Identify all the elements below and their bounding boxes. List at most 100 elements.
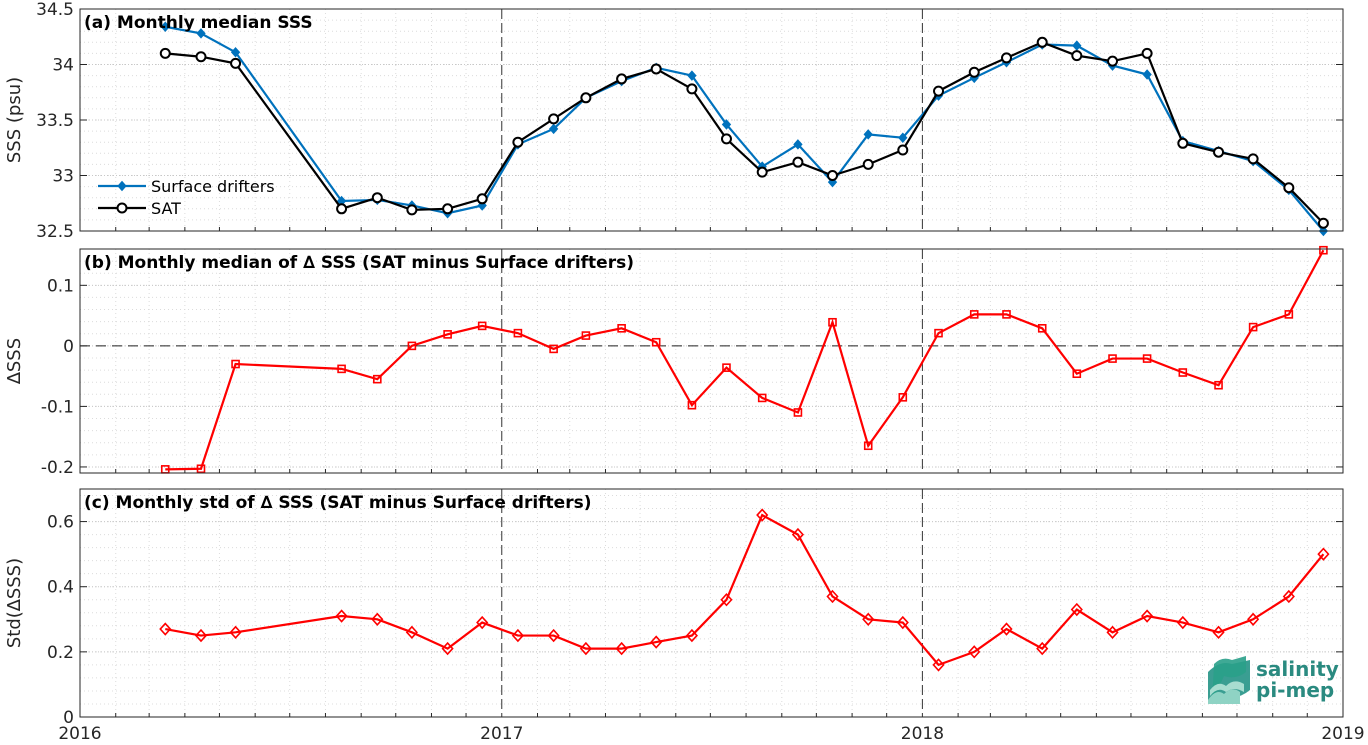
y-tick-label: 33 [52,167,74,187]
data-point [547,628,560,643]
y-tick-label: 34 [52,56,74,76]
y-axis-label: Std(∆SSS) [4,558,25,648]
data-point [196,464,206,474]
data-point [969,310,979,319]
chart-panel-1: 32.5 33 33.5 34 34.5 (a) Monthly median SSS SS… [4,0,1344,242]
data-point [793,408,803,417]
y-tick-label: 0.6 [47,513,74,533]
data-point [579,641,592,656]
legend-swatch-marker [116,202,128,214]
data-point [1142,354,1152,363]
series-3-1 [159,508,1330,672]
data-point [686,83,698,95]
series-2-1 [160,245,1328,474]
data-point [1319,245,1328,255]
data-point [512,136,524,148]
y-axis-label: SSS (psu) [4,77,25,163]
data-point [617,324,626,333]
data-point [650,635,663,649]
data-point [1106,625,1119,640]
series-line [165,41,1325,224]
data-point [687,70,697,81]
data-point [687,400,697,410]
data-point [194,628,208,643]
data-point [229,625,242,640]
data-point [1212,625,1225,640]
data-point [722,363,731,372]
x-tick-label: 2016 [58,724,101,744]
panel-title: (a) Monthly median SSS [84,13,313,33]
chart-panels: 32.5 33 33.5 34 34.5 (a) Monthly median SSS SS… [4,0,1365,744]
y-tick-label: 0.2 [47,643,74,663]
series-line [165,25,1325,232]
data-point [159,622,172,636]
axes-frame [79,248,1344,474]
axes-frame [79,8,1344,232]
data-point [230,47,241,58]
series-line [165,249,1325,471]
data-point [476,615,489,630]
data-point [160,21,170,33]
plot-area [80,489,1343,717]
data-point [968,66,980,78]
data-point [371,192,383,204]
panel-title: (c) Monthly std of ∆ SSS (SAT minus Surf… [84,493,591,513]
data-point [651,337,661,347]
data-point [898,393,908,402]
data-point [1000,622,1013,636]
data-point [721,119,732,130]
y-tick-label: 0.4 [47,578,74,598]
data-point [1282,589,1295,604]
data-point [932,658,945,672]
data-point [1001,52,1013,64]
data-point [159,47,171,59]
data-point [230,57,242,69]
legend-swatch-marker [117,180,127,192]
series-1-2 [159,36,1329,229]
x-tick-label: 2017 [480,724,523,744]
data-point [1248,322,1258,332]
data-point [615,641,628,656]
data-point [1247,612,1260,626]
data-point [443,330,452,339]
data-point [793,139,803,150]
data-point [1037,324,1047,333]
legend-label: Surface drifters [151,177,275,196]
data-point [756,166,768,178]
y-tick-label: 0.1 [47,276,74,296]
data-point [1177,137,1189,149]
data-point [968,645,981,659]
data-point [337,364,346,374]
data-point [1176,615,1189,630]
logo-wave-icon [1208,656,1250,704]
data-point [335,609,348,623]
data-point [441,641,454,656]
data-point [196,28,206,39]
legend-label: SAT [151,199,181,218]
data-point [1284,310,1294,319]
data-point [580,92,592,104]
data-point [406,204,418,216]
y-tick-label: 34.5 [36,0,74,20]
data-point [1317,217,1329,229]
data-point [1070,602,1083,617]
data-point [1107,55,1119,67]
data-point [336,203,348,215]
chart-panel-2: -0.2 -0.1 0 0.1 (b) Monthly median of ∆ SSS … [4,245,1344,478]
y-tick-label: -0.1 [41,397,74,417]
data-point [898,132,908,144]
data-point [1072,369,1082,379]
data-point [195,51,207,63]
data-point [1036,641,1049,656]
y-axis-label: ∆SSS [4,338,25,385]
data-point [862,612,875,626]
data-point [650,63,662,75]
chart-panel-3: 0 0.2 0.4 0.6 (c) Monthly std of ∆ SSS (SAT … [4,488,1365,744]
plot-area [80,249,1343,473]
data-point [1108,354,1117,363]
data-point [407,341,417,351]
data-point [476,193,488,205]
data-point [405,625,418,640]
data-point [791,527,805,542]
data-point [581,331,591,340]
